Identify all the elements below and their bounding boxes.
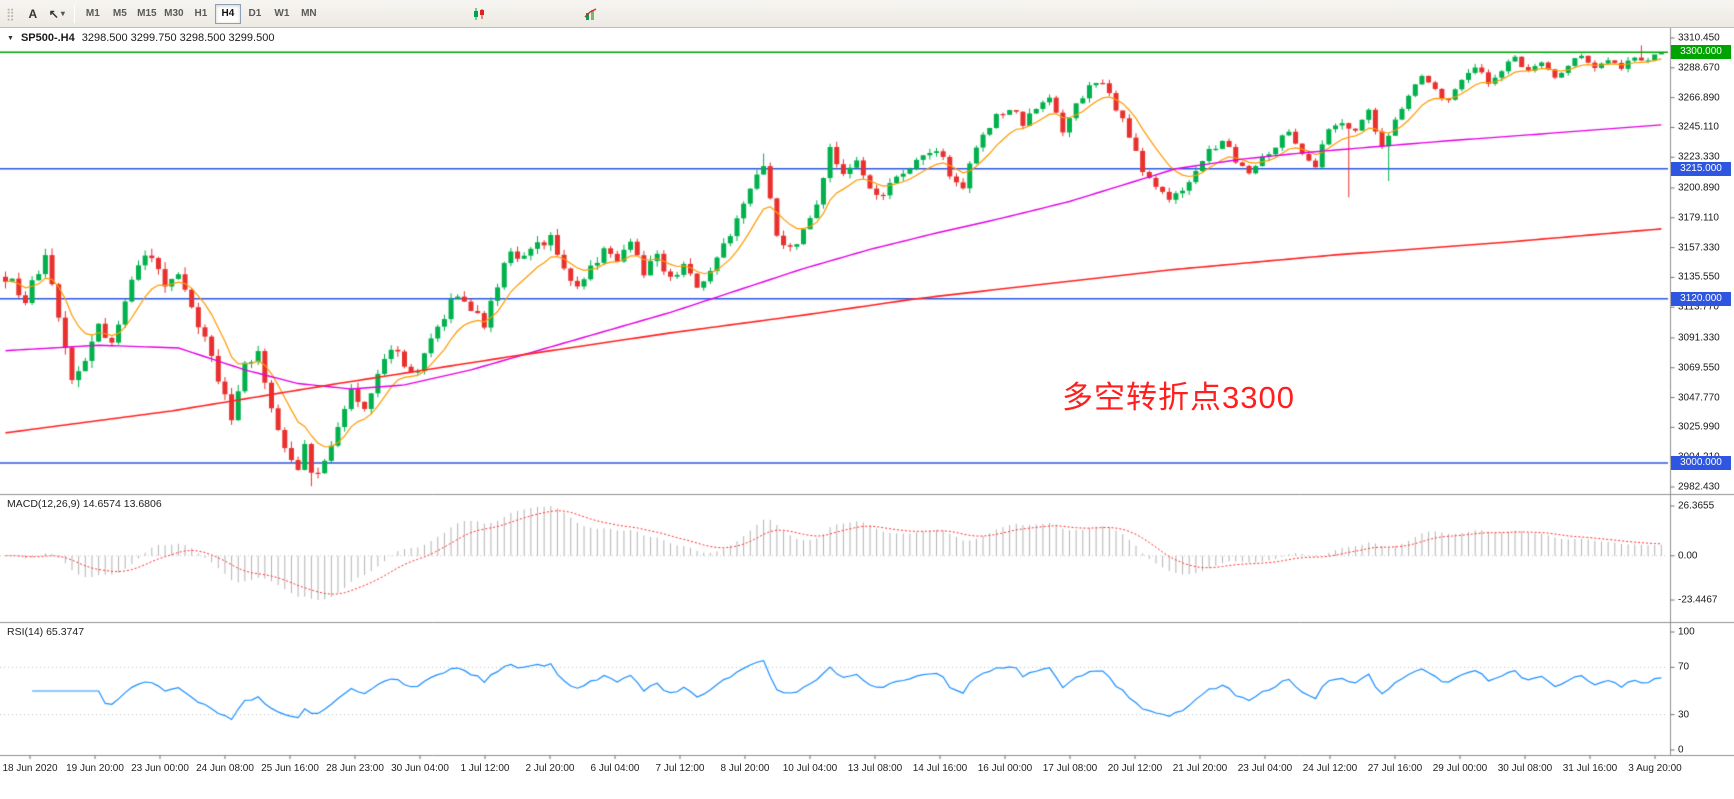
time-axis-label: 2 Jul 20:00 [525, 763, 575, 774]
price-scale-label: 3113.770 [1678, 301, 1719, 313]
chart-annotation-text[interactable]: 多空转折点3300 [1062, 380, 1295, 415]
chart-title: ▼ SP500-.H4 3298.500 3299.750 3298.500 3… [7, 32, 274, 44]
cursor-icon: ↖ [48, 6, 59, 21]
toolbar-separator [73, 4, 75, 23]
timeframe-button-m15[interactable]: M15 [134, 4, 160, 24]
price-scale-label: 3245.110 [1678, 121, 1719, 133]
text-annotation-tool-button[interactable]: A [21, 3, 45, 25]
time-axis-label: 17 Jul 08:00 [1042, 763, 1098, 774]
time-axis-label: 20 Jul 12:00 [1107, 763, 1163, 774]
time-axis-label: 29 Jul 00:00 [1432, 763, 1488, 774]
rsi-indicator-label: RSI(14) 65.3747 [7, 626, 85, 638]
price-scale-label: 3135.550 [1678, 271, 1720, 283]
time-axis-label: 18 Jun 2020 [2, 763, 58, 774]
rsi-scale-label: 0 [1678, 744, 1684, 756]
price-level-tag: 3120.000 [1671, 291, 1731, 306]
time-axis-label: 13 Jul 08:00 [847, 763, 903, 774]
rsi-scale-label: 30 [1678, 709, 1690, 721]
timeframe-button-d1[interactable]: D1 [242, 4, 268, 24]
timeframe-button-mn[interactable]: MN [296, 4, 322, 24]
indicator-line-icon [584, 7, 597, 20]
rsi-scale-label: 70 [1678, 661, 1690, 673]
time-axis-label: 31 Jul 16:00 [1562, 763, 1618, 774]
timeframe-group: M1 M5 M15 M30 H1 H4 D1 W1 MN [80, 3, 322, 24]
timeframe-button-m1[interactable]: M1 [80, 4, 106, 24]
chart-symbol-period: SP500-.H4 [20, 32, 75, 44]
time-axis-label: 8 Jul 20:00 [720, 763, 770, 774]
cursor-tool-dropdown-button[interactable]: ↖ ▾ [45, 3, 69, 25]
price-level-tag: 3000.000 [1671, 455, 1731, 470]
time-axis-label: 7 Jul 12:00 [655, 763, 705, 774]
timeframe-button-h4[interactable]: H4 [214, 3, 241, 24]
time-axis-label: 19 Jun 20:00 [66, 763, 124, 774]
price-scale-label: 3069.550 [1678, 362, 1720, 374]
indicator-icon-button[interactable] [579, 3, 603, 25]
price-scale-label: 2982.430 [1678, 481, 1720, 493]
candlestick-icon [473, 7, 484, 20]
candlestick-chart-icon-button[interactable] [467, 3, 491, 25]
time-axis-label: 24 Jul 12:00 [1302, 763, 1358, 774]
time-axis-label: 30 Jul 08:00 [1497, 763, 1553, 774]
price-scale-label: 3091.330 [1678, 332, 1720, 344]
chart-region: ▼ SP500-.H4 3298.500 3299.750 3298.500 3… [0, 28, 1734, 799]
chart-ohlc-values: 3298.500 3299.750 3298.500 3299.500 [81, 32, 275, 44]
rsi-scale-label: 100 [1678, 626, 1695, 638]
chart-canvas[interactable] [0, 28, 1734, 799]
price-scale-label: 3223.330 [1678, 151, 1720, 163]
timeframe-button-m5[interactable]: M5 [107, 4, 133, 24]
price-scale-label: 3310.450 [1678, 32, 1720, 44]
macd-indicator-label: MACD(12,26,9) 14.6574 13.6806 [7, 498, 162, 510]
macd-scale-label: -23.4467 [1678, 594, 1718, 606]
time-axis-label: 3 Aug 20:00 [1628, 763, 1682, 774]
time-axis[interactable]: 18 Jun 2020 19 Jun 20:00 23 Jun 00:00 24 Ju… [0, 755, 1681, 780]
price-scale-label: 3266.890 [1678, 92, 1720, 104]
time-axis-label: 25 Jun 16:00 [261, 763, 319, 774]
toolbar: ⣿ A ↖ ▾ M1 M5 M15 M30 H1 H4 D1 W1 MN [0, 0, 1734, 28]
macd-scale-label: 0.00 [1678, 550, 1698, 562]
time-axis-label: 30 Jun 04:00 [391, 763, 449, 774]
price-scale-label: 3200.890 [1678, 182, 1720, 194]
timeframe-button-h1[interactable]: H1 [188, 4, 214, 24]
price-scale-label: 3288.670 [1678, 62, 1720, 74]
time-axis-label: 10 Jul 04:00 [782, 763, 838, 774]
price-scale-label: 3157.330 [1678, 242, 1720, 254]
price-scale[interactable]: 3310.450 3288.670 3266.890 3245.110 3223.330… [1670, 28, 1734, 780]
toolbar-grip-handle[interactable]: ⣿ [6, 6, 15, 21]
time-axis-label: 14 Jul 16:00 [912, 763, 968, 774]
time-axis-label: 6 Jul 04:00 [590, 763, 640, 774]
chevron-down-icon: ▾ [60, 9, 65, 18]
price-scale-label: 3047.770 [1678, 392, 1720, 404]
time-axis-label: 16 Jul 00:00 [977, 763, 1033, 774]
chart-menu-icon: ▼ [7, 34, 14, 42]
time-axis-label: 23 Jul 04:00 [1237, 763, 1293, 774]
price-scale-label: 3025.990 [1678, 421, 1720, 433]
time-axis-label: 23 Jun 00:00 [131, 763, 189, 774]
time-axis-label: 21 Jul 20:00 [1172, 763, 1228, 774]
time-axis-label: 1 Jul 12:00 [460, 763, 510, 774]
time-axis-label: 24 Jun 08:00 [196, 763, 254, 774]
timeframe-button-m30[interactable]: M30 [161, 4, 187, 24]
macd-scale-label: 26.3655 [1678, 500, 1715, 512]
timeframe-button-w1[interactable]: W1 [269, 4, 295, 24]
price-scale-label: 3179.110 [1678, 212, 1719, 224]
time-axis-label: 28 Jun 23:00 [326, 763, 384, 774]
price-level-tag: 3300.000 [1671, 45, 1731, 60]
price-level-tag: 3215.000 [1671, 161, 1731, 176]
time-axis-label: 27 Jul 16:00 [1367, 763, 1423, 774]
